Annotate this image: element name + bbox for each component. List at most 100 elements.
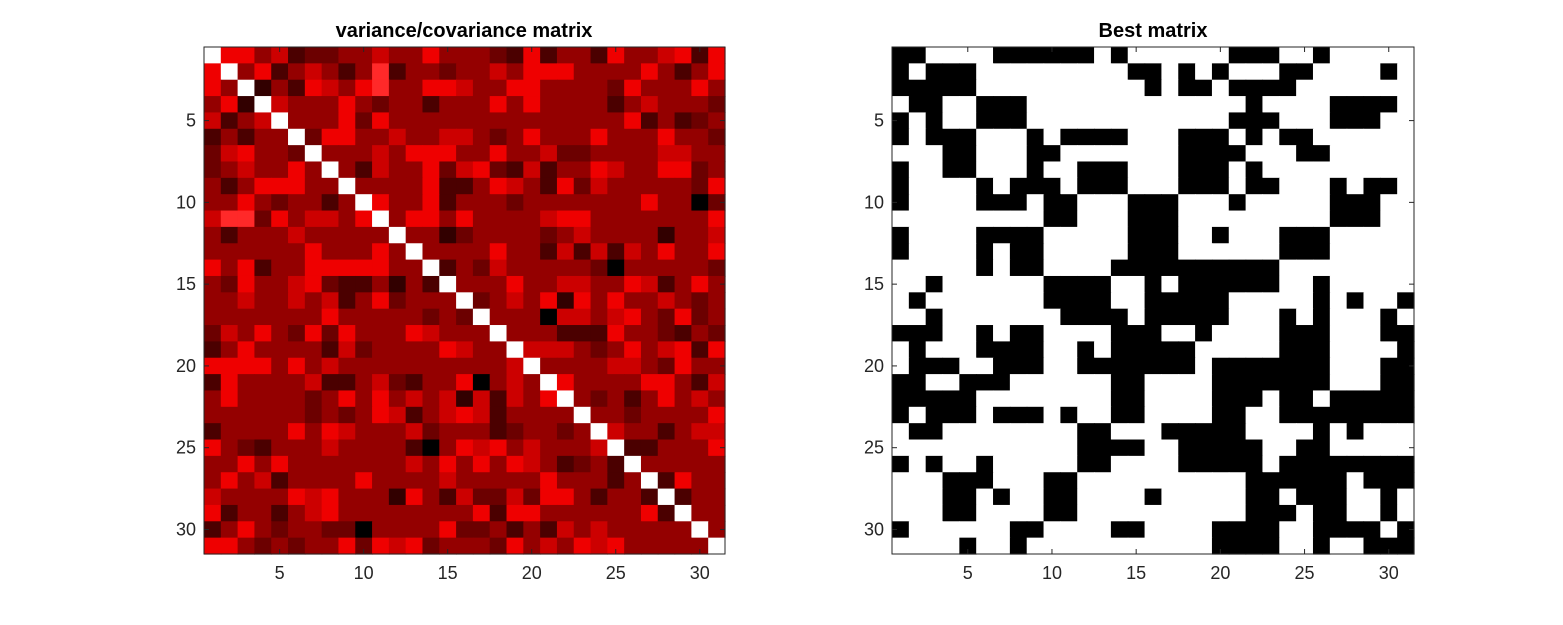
heatmap-cell	[288, 128, 306, 146]
heatmap-cell	[925, 210, 944, 228]
heatmap-cell	[640, 194, 659, 212]
heatmap-cell	[1262, 79, 1280, 97]
heatmap-cell	[607, 79, 625, 97]
heatmap-cell	[1380, 406, 1398, 424]
heatmap-cell	[1060, 488, 1078, 506]
heatmap-cell	[1279, 112, 1297, 130]
heatmap-cell	[1077, 161, 1095, 179]
heatmap-cell	[304, 537, 323, 555]
heatmap-cell	[1296, 292, 1314, 310]
heatmap-cell	[1245, 308, 1264, 326]
heatmap-cell	[472, 292, 491, 310]
heatmap-cell	[674, 504, 692, 522]
heatmap-cell	[1279, 259, 1297, 277]
heatmap-cell	[1178, 472, 1196, 490]
heatmap-cell	[523, 194, 541, 212]
heatmap-cell	[1228, 325, 1247, 342]
heatmap-cell	[892, 374, 910, 392]
heatmap-cell	[624, 210, 642, 228]
heatmap-cell	[1262, 504, 1280, 522]
heatmap-cell	[1380, 504, 1398, 522]
heatmap-cell	[1245, 325, 1264, 342]
heatmap-cell	[1026, 47, 1045, 64]
heatmap-cell	[237, 341, 256, 359]
heatmap-cell	[1178, 504, 1196, 522]
heatmap-cell	[304, 325, 323, 342]
heatmap-cell	[624, 390, 642, 408]
heatmap-cell	[422, 226, 440, 244]
heatmap-cell	[976, 374, 994, 392]
heatmap-cell	[1026, 357, 1045, 375]
covariance-cells	[204, 47, 726, 555]
heatmap-cell	[640, 243, 659, 261]
heatmap-cell	[237, 243, 256, 261]
heatmap-cell	[237, 537, 256, 555]
heatmap-cell	[925, 63, 944, 81]
heatmap-cell	[1279, 390, 1297, 408]
heatmap-cell	[1380, 439, 1398, 457]
heatmap-cell	[338, 439, 356, 457]
heatmap-cell	[1363, 63, 1381, 81]
heatmap-cell	[1178, 128, 1196, 146]
heatmap-cell	[1397, 177, 1415, 195]
heatmap-cell	[674, 472, 692, 490]
heatmap-cell	[338, 194, 356, 212]
heatmap-cell	[1245, 292, 1264, 310]
heatmap-cell	[540, 259, 558, 277]
heatmap-cell	[254, 47, 272, 64]
x-tick-label: 15	[1126, 563, 1146, 583]
x-tick-label: 25	[1295, 563, 1315, 583]
heatmap-cell	[573, 79, 592, 97]
heatmap-cell	[220, 455, 239, 473]
heatmap-cell	[1346, 96, 1365, 114]
heatmap-cell	[1245, 341, 1264, 359]
heatmap-cell	[624, 243, 642, 261]
heatmap-cell	[1329, 243, 1348, 261]
heatmap-cell	[288, 341, 306, 359]
heatmap-cell	[1245, 226, 1264, 244]
heatmap-cell	[489, 455, 508, 473]
heatmap-cell	[1026, 374, 1045, 392]
heatmap-cell	[321, 79, 340, 97]
heatmap-cell	[942, 341, 960, 359]
heatmap-cell	[657, 374, 676, 392]
heatmap-cell	[1195, 161, 1213, 179]
heatmap-cell	[708, 226, 726, 244]
heatmap-cell	[388, 96, 407, 114]
heatmap-cell	[573, 128, 592, 146]
heatmap-cell	[1397, 357, 1415, 375]
heatmap-cell	[1346, 194, 1365, 212]
heatmap-cell	[556, 63, 575, 81]
heatmap-cell	[1228, 128, 1247, 146]
heatmap-cell	[304, 259, 323, 277]
heatmap-cell	[942, 357, 960, 375]
heatmap-cell	[1026, 472, 1045, 490]
heatmap-cell	[590, 161, 608, 179]
heatmap-cell	[204, 341, 222, 359]
heatmap-cell	[1161, 423, 1179, 441]
heatmap-cell	[691, 226, 709, 244]
heatmap-cell	[489, 472, 508, 490]
heatmap-cell	[691, 63, 709, 81]
heatmap-cell	[1228, 112, 1247, 130]
heatmap-cell	[556, 47, 575, 64]
heatmap-cell	[220, 521, 239, 539]
heatmap-cell	[1094, 439, 1112, 457]
heatmap-cell	[1026, 537, 1045, 555]
heatmap-cell	[976, 390, 994, 408]
heatmap-cell	[1329, 112, 1348, 130]
heatmap-cell	[1312, 243, 1331, 261]
heatmap-cell	[506, 472, 524, 490]
heatmap-cell	[674, 79, 692, 97]
heatmap-cell	[220, 259, 239, 277]
heatmap-cell	[204, 439, 222, 457]
heatmap-cell	[321, 325, 340, 342]
heatmap-cell	[624, 96, 642, 114]
heatmap-cell	[590, 96, 608, 114]
heatmap-cell	[1380, 112, 1398, 130]
heatmap-cell	[959, 292, 977, 310]
heatmap-cell	[1161, 472, 1179, 490]
heatmap-cell	[573, 292, 592, 310]
heatmap-cell	[925, 161, 944, 179]
heatmap-cell	[1026, 243, 1045, 261]
